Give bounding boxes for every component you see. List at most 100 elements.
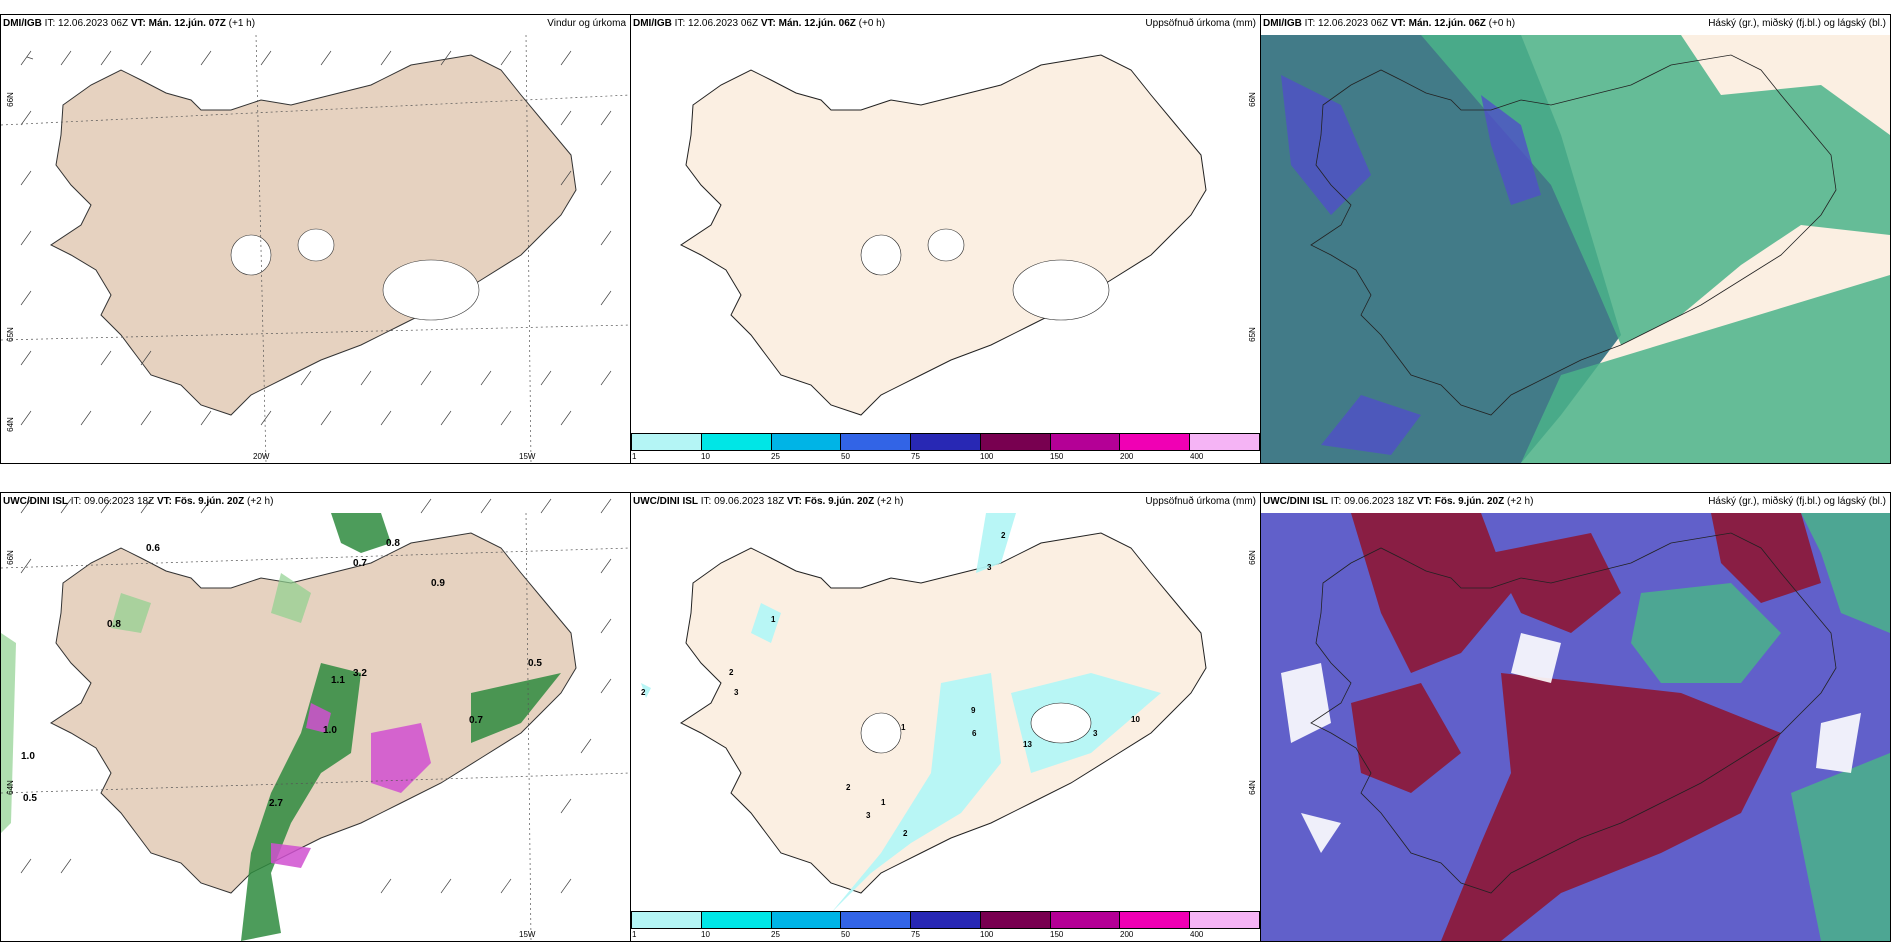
precip-value: 1	[881, 798, 886, 807]
precip-value: 0.9	[431, 578, 445, 589]
colorbar-swatch	[841, 912, 912, 928]
panel-title: Uppsöfnuð úrkoma (mm)	[1145, 18, 1256, 29]
colorbar-swatch	[632, 912, 702, 928]
panel-clouds-dini: UWC/DINI ISL IT: 09.06.2023 18Z VT: Fös.…	[1260, 492, 1891, 942]
panel-title: Uppsöfnuð úrkoma (mm)	[1145, 496, 1256, 507]
init-time: IT: 12.06.2023 06Z	[44, 18, 129, 29]
colorbar-label: 75	[911, 930, 920, 939]
lat-label: 64N	[5, 780, 15, 795]
precip-value: 9	[971, 706, 976, 715]
colorbar-label: 400	[1190, 452, 1204, 461]
precip-value: 2.7	[269, 798, 283, 809]
colorbar-swatch	[632, 434, 702, 450]
glacier	[230, 234, 272, 276]
valid-time: Fös. 9.jún. 20Z	[804, 496, 875, 507]
lon-label: 15W	[519, 452, 536, 461]
valid-time: Mán. 12.jún. 06Z	[778, 18, 856, 29]
precip-value: 3	[866, 811, 871, 820]
source-label: DMI/IGB	[1263, 18, 1302, 29]
precip-value: 13	[1023, 740, 1032, 749]
init-time: IT: 09.06.2023 18Z	[700, 496, 785, 507]
precip-value: 0.6	[146, 543, 160, 554]
precip-value: 0.7	[469, 715, 483, 726]
precip-value: 3	[987, 563, 992, 572]
precip-value: 10	[1131, 715, 1140, 724]
precip-colorbar	[631, 433, 1260, 451]
glacier	[382, 259, 480, 321]
valid-time: Fös. 9.jún. 20Z	[174, 496, 245, 507]
panel-precip-dini: UWC/DINI ISL IT: 09.06.2023 18Z VT: Fös.…	[630, 492, 1261, 942]
map-clouds-dini	[1261, 513, 1890, 941]
lat-label: 64N	[1248, 780, 1258, 795]
colorbar-swatch	[1120, 912, 1191, 928]
precip-cyan-area	[641, 513, 1161, 913]
lon-label: 15W	[519, 930, 536, 939]
glacier	[297, 228, 335, 262]
precip-value: 0.5	[528, 658, 542, 669]
colorbar-swatch	[701, 434, 772, 450]
precip-value: 2	[903, 829, 908, 838]
colorbar-swatch	[701, 912, 772, 928]
precip-value: 1.1	[331, 675, 345, 686]
colorbar-swatch	[771, 434, 842, 450]
panel-header: DMI/IGB IT: 12.06.2023 06Z VT: Mán. 12.j…	[633, 18, 885, 30]
lead-time: (+0 h)	[1488, 18, 1516, 29]
precip-value: 2	[641, 688, 646, 697]
colorbar-label: 200	[1120, 452, 1134, 461]
panel-title: Háský (gr.), miðský (fj.bl.) og lágský (…	[1708, 496, 1886, 507]
colorbar-label: 25	[771, 452, 780, 461]
precip-value: 3	[734, 688, 739, 697]
map-wind-dmi	[1, 34, 630, 463]
colorbar-swatch	[911, 434, 981, 450]
lead-time: (+1 h)	[228, 18, 256, 29]
init-time: IT: 12.06.2023 06Z	[1304, 18, 1389, 29]
colorbar-label: 200	[1120, 930, 1134, 939]
colorbar-swatch	[1190, 434, 1260, 450]
colorbar-swatch	[1120, 434, 1191, 450]
lead-time: (+2 h)	[1507, 496, 1534, 507]
colorbar-swatch	[771, 912, 842, 928]
colorbar-label: 100	[980, 452, 994, 461]
precip-green-area	[241, 513, 561, 941]
glacier	[1012, 259, 1110, 321]
colorbar-label: 75	[911, 452, 920, 461]
panel-header: UWC/DINI ISL IT: 09.06.2023 18Z VT: Fös.…	[1263, 496, 1533, 508]
panel-wind-dmi: DMI/IGB IT: 12.06.2023 06Z VT: Mán. 12.j…	[0, 14, 631, 464]
lead-time: (+2 h)	[877, 496, 904, 507]
precip-value: 2	[729, 668, 734, 677]
precip-magenta-area	[271, 703, 431, 868]
lat-label: 66N	[1248, 550, 1258, 565]
precip-value: 1.0	[21, 751, 35, 762]
colorbar-swatch	[980, 912, 1051, 928]
graticule	[1, 512, 630, 941]
colorbar-label: 100	[980, 930, 994, 939]
high-cloud-field	[1521, 275, 1890, 463]
precip-value: 2	[1001, 531, 1006, 540]
colorbar-label: 10	[701, 452, 710, 461]
valid-time: Fös. 9.jún. 20Z	[1434, 496, 1505, 507]
map-precip-dmi	[680, 54, 1207, 416]
valid-time: Mán. 12.jún. 07Z	[148, 18, 226, 29]
lat-label: 65N	[1248, 327, 1258, 342]
lat-label: 66N	[5, 550, 15, 565]
glacier	[927, 228, 965, 262]
precip-value: 3.2	[353, 668, 367, 679]
precip-value: 0.8	[107, 619, 121, 630]
panel-precip-dmi: DMI/IGB IT: 12.06.2023 06Z VT: Mán. 12.j…	[630, 14, 1261, 464]
lon-label: 20W	[253, 452, 270, 461]
glacier	[1030, 702, 1092, 744]
colorbar-label: 150	[1050, 452, 1064, 461]
precip-green-light	[1, 573, 311, 833]
init-time: IT: 09.06.2023 18Z	[70, 496, 155, 507]
precip-value: 1	[771, 615, 776, 624]
colorbar-label: 1	[632, 930, 637, 939]
colorbar-swatch	[911, 912, 981, 928]
lat-label: 66N	[1248, 92, 1258, 107]
panel-header: UWC/DINI ISL IT: 09.06.2023 18Z VT: Fös.…	[633, 496, 903, 508]
colorbar-label: 400	[1190, 930, 1204, 939]
valid-time: Mán. 12.jún. 06Z	[1408, 18, 1486, 29]
precip-value: 0.5	[23, 793, 37, 804]
high-cloud-field	[1421, 35, 1890, 345]
high-cloud-field	[1631, 513, 1890, 941]
colorbar-swatch	[980, 434, 1051, 450]
